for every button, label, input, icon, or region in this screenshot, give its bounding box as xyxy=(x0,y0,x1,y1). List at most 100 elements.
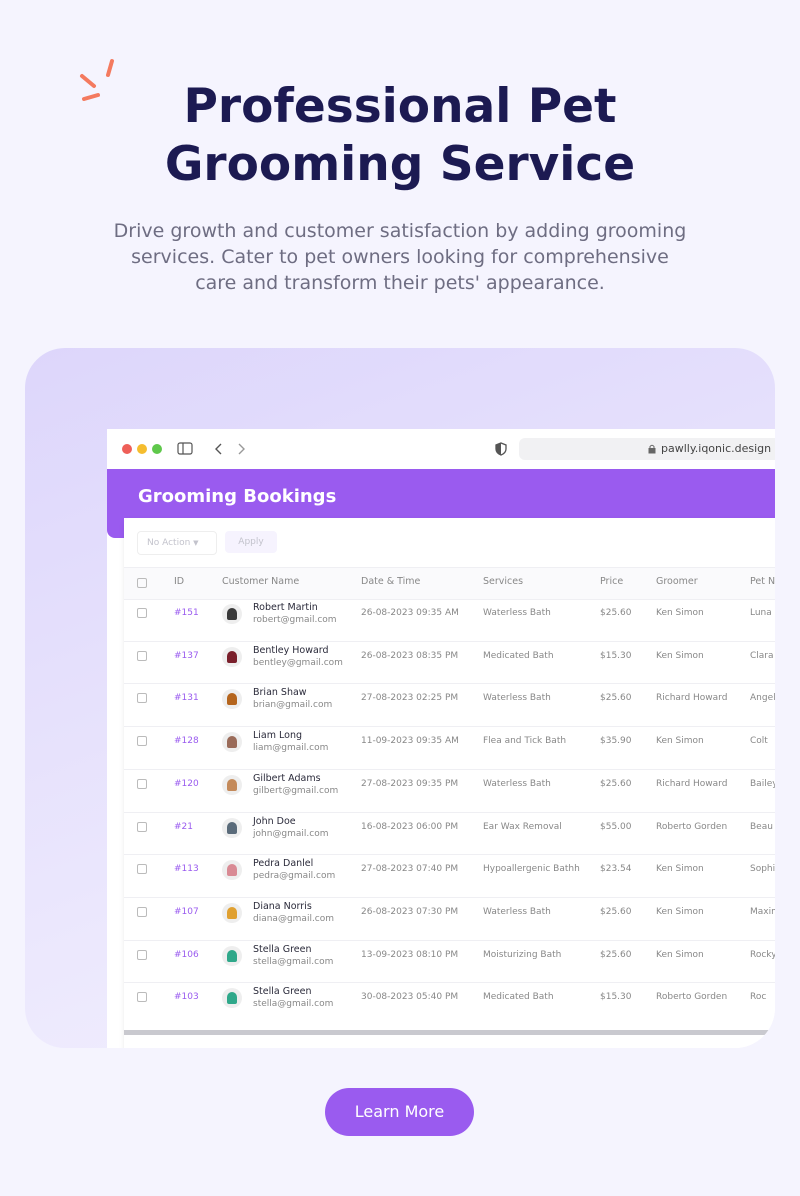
table-cell: Ear Wax Removal xyxy=(483,821,562,832)
row-divider xyxy=(124,811,775,813)
row-divider xyxy=(124,896,775,898)
customer-email: gilbert@gmail.com xyxy=(253,785,339,796)
table-cell: Flea and Tick Bath xyxy=(483,736,567,747)
booking-id[interactable]: #131 xyxy=(174,693,199,704)
checkbox[interactable] xyxy=(137,650,147,661)
table-cell: Medicated Bath xyxy=(483,650,554,661)
customer-email: john@gmail.com xyxy=(253,828,329,839)
browser-toolbar: pawlly.iqonic.design xyxy=(107,429,775,470)
table-cell: $25.60 xyxy=(600,608,632,618)
table-cell: Bailey xyxy=(750,778,775,789)
apply-button[interactable]: Apply xyxy=(225,531,277,553)
booking-id[interactable]: #21 xyxy=(174,821,193,832)
title: Professional Pet Grooming Service xyxy=(0,78,800,194)
table: ID Customer Name Date & Time Services Price G… xyxy=(124,518,775,1048)
booking-id[interactable]: #151 xyxy=(174,608,199,618)
title-line: Grooming Service xyxy=(164,137,636,192)
column-header: Date & Time xyxy=(361,576,421,587)
table-cell: Moisturizing Bath xyxy=(483,949,562,960)
table-cell: $25.60 xyxy=(600,949,632,960)
url: pawlly.iqonic.design xyxy=(661,442,772,455)
avatar-figure xyxy=(227,864,237,877)
checkbox[interactable] xyxy=(137,736,147,747)
table-cell: Luna xyxy=(750,608,772,618)
column-header: Services xyxy=(483,576,524,587)
table-cell: $23.54 xyxy=(600,864,632,875)
table-cell: Richard Howard xyxy=(656,778,728,789)
learn-more-button[interactable]: Learn More xyxy=(325,1088,474,1136)
address-bar[interactable]: pawlly.iqonic.design xyxy=(519,438,775,460)
table-cell: Sophi xyxy=(750,864,775,875)
booking-id[interactable]: #107 xyxy=(174,906,199,917)
action-select[interactable]: No Action ▼ xyxy=(137,531,217,555)
row-divider xyxy=(124,726,775,728)
checkbox[interactable] xyxy=(137,693,147,704)
booking-id[interactable]: #106 xyxy=(174,949,199,960)
avatar-figure xyxy=(227,906,237,919)
table-cell: 27-08-2023 07:40 PM xyxy=(361,864,459,875)
lock-icon xyxy=(648,444,656,454)
subtitle-line: care and transform their pets' appearanc… xyxy=(195,272,605,294)
nav-icons xyxy=(177,442,245,455)
table-cell: Rocky xyxy=(750,949,775,960)
customer-email: robert@gmail.com xyxy=(253,615,337,625)
row-divider xyxy=(124,640,775,642)
table-cell: 11-09-2023 09:35 AM xyxy=(361,736,459,747)
checkbox[interactable] xyxy=(137,992,147,1003)
column-header: ID xyxy=(174,576,185,587)
preview-card: pawlly.iqonic.design Grooming Bookings N… xyxy=(25,348,775,1048)
table-cell: Ken Simon xyxy=(656,864,704,875)
table-cell: Waterless Bath xyxy=(483,778,551,789)
row-divider xyxy=(124,982,775,984)
avatar-figure xyxy=(227,650,237,663)
checkbox[interactable] xyxy=(137,778,147,789)
table-cell: Waterless Bath xyxy=(483,693,551,704)
customer-name: Liam Long xyxy=(253,730,303,742)
checkbox[interactable] xyxy=(137,864,147,875)
table-cell: $35.90 xyxy=(600,736,632,747)
table-cell: Richard Howard xyxy=(656,693,728,704)
checkbox[interactable] xyxy=(137,949,147,960)
customer-email: brian@gmail.com xyxy=(253,700,333,711)
subtitle-line: Drive growth and customer satisfaction b… xyxy=(113,220,687,242)
table-cell: Hypoallergenic Bathh xyxy=(483,864,580,875)
select-label: No Action xyxy=(147,538,191,548)
customer-name: Gilbert Adams xyxy=(253,772,321,784)
row-divider xyxy=(124,939,775,941)
checkbox[interactable] xyxy=(137,578,147,588)
checkbox[interactable] xyxy=(137,608,147,618)
booking-id[interactable]: #128 xyxy=(174,736,199,747)
table-cell: Medicated Bath xyxy=(483,992,554,1003)
button-label: Apply xyxy=(238,537,264,547)
table-cell: Ken Simon xyxy=(656,650,704,661)
avatar-figure xyxy=(227,949,237,962)
row-divider xyxy=(124,768,775,770)
customer-email: diana@gmail.com xyxy=(253,913,335,924)
booking-id[interactable]: #137 xyxy=(174,650,199,661)
booking-id[interactable]: #113 xyxy=(174,864,199,875)
booking-id[interactable]: #103 xyxy=(174,992,199,1003)
customer-name: Robert Martin xyxy=(253,602,318,613)
title-line: Professional Pet xyxy=(183,79,617,134)
table-cell: $15.30 xyxy=(600,650,632,661)
subtitle-line: services. Cater to pet owners looking fo… xyxy=(131,246,669,268)
table-panel: No Action ▼ Apply ID Customer Name Date & … xyxy=(124,518,775,1048)
header-lip xyxy=(107,509,124,538)
customer-name: Diana Norris xyxy=(253,900,312,912)
table-cell: $25.60 xyxy=(600,906,632,917)
table-cell: Maxim xyxy=(750,906,775,917)
table-cell: Waterless Bath xyxy=(483,906,551,917)
table-cell: Roberto Gorden xyxy=(656,992,728,1003)
checkbox[interactable] xyxy=(137,906,147,917)
decoration xyxy=(80,59,114,101)
scrollbar xyxy=(124,1030,775,1035)
booking-id[interactable]: #120 xyxy=(174,778,199,789)
table-cell: $15.30 xyxy=(600,992,632,1003)
avatar-figure xyxy=(227,821,237,834)
table-cell: 26-08-2023 09:35 AM xyxy=(361,608,459,618)
browser-window: pawlly.iqonic.design Grooming Bookings N… xyxy=(107,429,775,1048)
checkbox[interactable] xyxy=(137,821,147,832)
page-title: Grooming Bookings xyxy=(138,486,337,507)
table-cell: 13-09-2023 08:10 PM xyxy=(361,949,459,960)
customer-email: bentley@gmail.com xyxy=(253,657,343,668)
